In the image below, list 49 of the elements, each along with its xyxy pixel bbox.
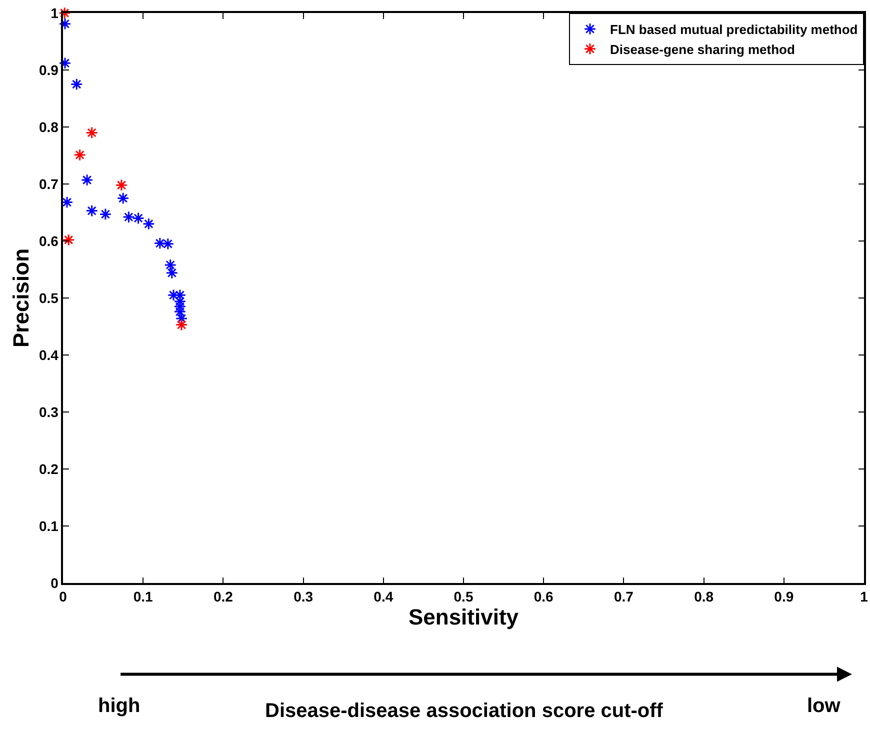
x-tick-label: 0.1 xyxy=(133,588,154,605)
x-tick-label: 0.4 xyxy=(374,588,394,605)
x-tick-label: 0.3 xyxy=(294,588,314,605)
legend-label: FLN based mutual predictability method xyxy=(610,22,858,38)
text: Disease-disease association score cut-off xyxy=(265,700,664,722)
point xyxy=(116,192,130,204)
point xyxy=(62,234,75,246)
point xyxy=(132,212,144,224)
point xyxy=(86,204,98,217)
x-tick-label: 0.7 xyxy=(614,588,634,605)
y-tick-label: 0.8 xyxy=(38,118,59,135)
x-axis-title: Sensitivity xyxy=(408,604,520,630)
y-tick-label: 1 xyxy=(50,4,59,21)
point xyxy=(99,208,112,220)
x-tick-label: 0.8 xyxy=(694,588,714,605)
point xyxy=(122,210,135,224)
y-tick-label: 0.1 xyxy=(38,518,59,534)
x-tick-label: 0.6 xyxy=(534,588,554,605)
point xyxy=(80,174,94,186)
point xyxy=(154,237,166,250)
y-tick-label: 0 xyxy=(50,574,59,591)
point xyxy=(58,57,72,70)
point xyxy=(74,148,86,162)
y-tick-label: 0.3 xyxy=(38,404,59,420)
x-tick-label: 1 xyxy=(860,588,868,605)
y-tick-label: 0.6 xyxy=(38,232,59,249)
text: low xyxy=(807,695,841,717)
point xyxy=(58,18,72,30)
point xyxy=(142,218,155,230)
y-axis-title: Precision xyxy=(8,248,34,348)
point xyxy=(86,126,98,139)
point xyxy=(162,238,174,250)
y-tick-label: 0.7 xyxy=(38,176,59,192)
y-tick-label: 0.4 xyxy=(38,346,59,363)
point xyxy=(166,266,178,280)
text: high xyxy=(98,695,140,717)
x-tick-label: 0.9 xyxy=(774,588,794,605)
point xyxy=(115,178,128,192)
point xyxy=(175,318,188,331)
point xyxy=(58,6,71,20)
point xyxy=(174,306,186,318)
y-tick-label: 0.9 xyxy=(38,62,59,78)
y-tick-label: 0.5 xyxy=(38,290,59,306)
y-tick-label: 0.2 xyxy=(38,460,59,477)
point xyxy=(164,258,176,272)
point xyxy=(70,78,83,90)
x-tick-label: 0.2 xyxy=(213,588,234,605)
legend-label: Disease-gene sharing method xyxy=(610,42,795,57)
x-tick-label: 0.5 xyxy=(454,588,474,605)
